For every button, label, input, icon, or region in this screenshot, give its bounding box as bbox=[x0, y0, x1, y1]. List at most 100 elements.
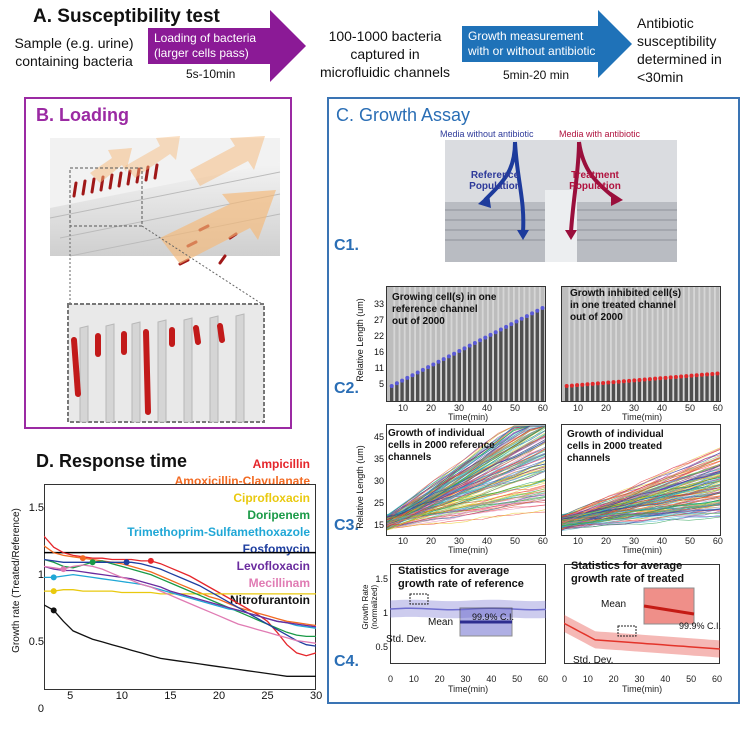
xtick: 0 bbox=[562, 674, 568, 684]
c4-right-xticks: 0 10 20 30 40 50 60 bbox=[562, 674, 722, 684]
cell-column bbox=[514, 321, 519, 402]
length-marker bbox=[420, 367, 425, 372]
length-marker bbox=[647, 377, 652, 382]
cell-column bbox=[705, 374, 709, 402]
c3-right-xlabel: Time(min) bbox=[622, 545, 663, 555]
cell-growth-line bbox=[561, 449, 721, 518]
channel-stripe bbox=[424, 286, 427, 402]
c3-left-line-1: Growth of individual bbox=[388, 428, 485, 439]
channel-stripe bbox=[398, 286, 401, 402]
c4-left-xticks: 0 10 20 30 40 50 60 bbox=[388, 674, 548, 684]
length-marker bbox=[483, 335, 488, 340]
cell-growth-line bbox=[561, 451, 721, 517]
xtick: 20 bbox=[600, 536, 611, 546]
legend-item: Mecillinam bbox=[248, 576, 310, 590]
flow-arrow-4 bbox=[125, 136, 180, 178]
length-marker bbox=[673, 374, 678, 379]
xtick: 40 bbox=[656, 536, 667, 546]
cell-growth-line bbox=[386, 468, 546, 526]
d-xtick: 30 bbox=[310, 690, 323, 702]
channel-stripe bbox=[419, 286, 422, 402]
cell-column bbox=[700, 374, 704, 402]
channel-stripe bbox=[682, 286, 685, 402]
cell-growth-line bbox=[386, 426, 546, 529]
channel-stripe bbox=[461, 286, 463, 402]
d-ytick: 0.5 bbox=[28, 636, 44, 648]
c4-label: C4. bbox=[334, 653, 359, 670]
loading-label-1: Loading of bacteria bbox=[154, 31, 257, 45]
cell-growth-line bbox=[386, 489, 546, 527]
cell-growth-line bbox=[561, 499, 721, 526]
channel-stripe bbox=[656, 286, 659, 402]
cell-column bbox=[494, 332, 498, 402]
series-marker bbox=[60, 566, 67, 573]
zoom-box-small bbox=[69, 167, 143, 227]
cell-growth-line bbox=[561, 508, 721, 519]
cell-column bbox=[715, 373, 720, 402]
cell-column bbox=[431, 364, 435, 402]
c3-right-line-1: Growth of individual bbox=[567, 429, 664, 440]
xtick: 60 bbox=[711, 674, 722, 684]
xtick: 50 bbox=[509, 403, 520, 413]
length-marker bbox=[467, 343, 472, 348]
xtick: 20 bbox=[434, 674, 445, 684]
xtick: 30 bbox=[460, 674, 471, 684]
c2-ytick: 22 bbox=[373, 331, 384, 341]
xtick: 20 bbox=[608, 674, 619, 684]
channel-stripe bbox=[578, 286, 581, 402]
c2-right-line-2: in one treated channel bbox=[570, 300, 677, 311]
cell-column bbox=[400, 380, 404, 402]
cell-column bbox=[499, 329, 503, 402]
xtick: 50 bbox=[684, 536, 695, 546]
flow-arrow-2 bbox=[190, 136, 265, 186]
length-marker bbox=[689, 373, 694, 378]
c4-right-line-1: Statistics for average bbox=[571, 560, 683, 572]
series-marker bbox=[123, 559, 130, 566]
length-marker bbox=[668, 375, 673, 380]
treatment-population-label: Treatment Population bbox=[555, 170, 635, 192]
c2-ytick: 5 bbox=[378, 379, 384, 389]
cell-growth-line bbox=[386, 425, 546, 517]
c3-ytick: 35 bbox=[373, 454, 384, 464]
cell-column bbox=[606, 382, 610, 402]
captured-line-3: microfluidic channels bbox=[320, 64, 450, 80]
cell-growth-line bbox=[561, 510, 721, 530]
c2-yticks: 33 27 22 16 11 5 bbox=[370, 296, 384, 392]
cell-growth-line bbox=[386, 470, 546, 515]
length-marker bbox=[663, 375, 668, 380]
cell-growth-line bbox=[386, 480, 546, 517]
length-marker bbox=[410, 373, 415, 378]
cell-column bbox=[575, 385, 579, 402]
cell-column bbox=[535, 310, 539, 402]
c2-ylabel: Relative Length (um) bbox=[354, 298, 365, 382]
xtick: 0 bbox=[388, 674, 394, 684]
cell-column bbox=[710, 373, 714, 402]
section-c-title: C. Growth Assay bbox=[336, 105, 471, 125]
c2-left-line-3: out of 2000 bbox=[392, 316, 445, 327]
length-marker bbox=[715, 371, 720, 376]
length-marker bbox=[637, 377, 642, 382]
section-d-title: D. Response time bbox=[36, 451, 188, 471]
loading-arrow-shape bbox=[148, 10, 306, 82]
c4-ytick: 0.5 bbox=[375, 642, 388, 652]
cell-column bbox=[410, 375, 415, 402]
c2-right-line-1: Growth inhibited cell(s) bbox=[570, 288, 682, 299]
c3-ylabel: Relative Length (um) bbox=[354, 445, 365, 529]
channel-stripe bbox=[476, 286, 479, 402]
series-line bbox=[44, 564, 316, 644]
xtick: 40 bbox=[656, 403, 667, 413]
channel-stripe bbox=[636, 286, 638, 402]
cell-column bbox=[525, 316, 529, 402]
c1-label: C1. bbox=[334, 237, 359, 254]
c4-left-line-1: Statistics for average bbox=[398, 565, 510, 577]
cell-column bbox=[395, 383, 399, 402]
series-marker bbox=[50, 607, 57, 614]
cell-growth-line bbox=[386, 425, 546, 523]
xtick: 60 bbox=[712, 536, 723, 546]
stats-frame bbox=[390, 564, 546, 664]
c2-right-kymograph bbox=[561, 286, 721, 402]
channel-stripe bbox=[646, 286, 649, 402]
length-marker bbox=[426, 365, 431, 370]
length-marker bbox=[694, 373, 699, 378]
xtick: 50 bbox=[686, 674, 697, 684]
